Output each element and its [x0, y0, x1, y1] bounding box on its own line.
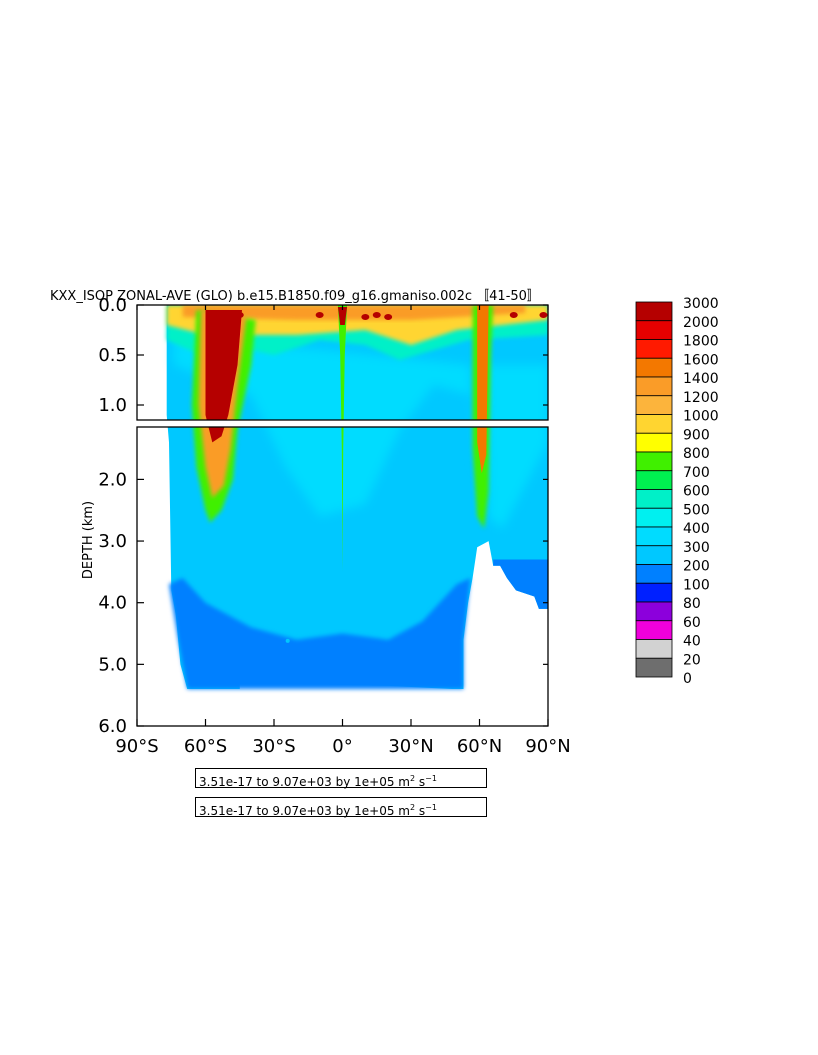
y-tick-label: 3.0 — [98, 531, 127, 552]
colorbar-swatch — [635, 526, 673, 547]
colorbar-label: 1600 — [683, 352, 719, 368]
southern-core-fill — [208, 427, 225, 443]
y-tick-label: 0.5 — [98, 345, 127, 366]
surface-fill — [182, 305, 526, 320]
x-tick-label: 90°N — [525, 736, 570, 757]
equatorial-tongue-fill — [341, 427, 344, 572]
north-core-fill — [477, 427, 487, 474]
colorbar: 3000200018001600140012001000900800700600… — [635, 296, 719, 687]
colorbar-label: 400 — [683, 521, 710, 537]
colorbar-label: 1800 — [683, 334, 719, 350]
x-tick-label: 90°S — [115, 736, 158, 757]
colorbar-label: 1000 — [683, 409, 719, 425]
colorbar-swatch — [635, 489, 673, 509]
colorbar-swatch — [635, 582, 673, 603]
colorbar-swatch — [635, 564, 673, 584]
colorbar-swatch — [635, 470, 673, 490]
y-tick-label: 6.0 — [98, 716, 127, 737]
colorbar-label: 0 — [683, 671, 692, 687]
north-core-fill — [477, 305, 489, 420]
equatorial-tongue-fill — [337, 305, 348, 420]
colorbar-label: 800 — [683, 446, 710, 462]
surface-spot — [539, 312, 548, 318]
x-tick-label: 30°N — [388, 736, 433, 757]
surface-spot — [235, 312, 244, 318]
colorbar-swatch — [635, 357, 673, 378]
colorbar-label: 3000 — [683, 296, 719, 312]
colorbar-label: 1400 — [683, 371, 719, 387]
colorbar-swatch — [635, 339, 673, 359]
north-mid-fill — [486, 365, 548, 420]
surface-spot — [509, 312, 518, 318]
southern-mid-fill — [201, 427, 233, 498]
colorbar-label: 700 — [683, 465, 710, 481]
floor-spot — [285, 638, 290, 643]
colorbar-swatch — [635, 657, 673, 678]
surface-spot — [372, 312, 381, 318]
colorbar-swatch — [635, 414, 673, 434]
x-tick-label: 30°S — [252, 736, 295, 757]
surface-spot — [384, 314, 393, 320]
deep-layer-fill — [169, 578, 471, 689]
surface-spot — [315, 312, 324, 318]
colorbar-swatch — [635, 376, 673, 397]
north-mid-fill — [487, 427, 548, 529]
y-tick-label: 2.0 — [98, 469, 127, 490]
surface-spot — [361, 314, 370, 320]
colorbar-label: 900 — [683, 427, 710, 443]
colorbar-label: 1200 — [683, 390, 719, 406]
colorbar-swatch — [635, 639, 673, 659]
colorbar-swatch — [635, 451, 673, 472]
y-tick-label: 1.0 — [98, 395, 127, 416]
upper-panel-field — [166, 305, 548, 420]
colorbar-label: 600 — [683, 484, 710, 500]
y-axis-label: DEPTH (km) — [81, 501, 96, 579]
southern-core-fill — [205, 310, 242, 420]
colorbar-label: 80 — [683, 596, 701, 612]
lower-panel-field — [167, 427, 548, 689]
colorbar-swatch — [635, 507, 673, 528]
colorbar-label: 200 — [683, 559, 710, 575]
colorbar-swatch — [635, 301, 673, 322]
y-tick-label: 4.0 — [98, 593, 127, 614]
colorbar-swatch — [635, 432, 673, 453]
colorbar-swatch — [635, 620, 673, 640]
colorbar-label: 60 — [683, 615, 701, 631]
equatorial-core-fill — [337, 307, 348, 325]
colorbar-swatch — [635, 395, 673, 415]
y-tick-label: 5.0 — [98, 654, 127, 675]
colorbar-label: 300 — [683, 540, 710, 556]
y-tick-label: 0.0 — [98, 295, 127, 316]
mid-ocean-fill — [266, 427, 475, 517]
x-tick-label: 60°N — [457, 736, 502, 757]
contour-info-box: 3.51e-17 to 9.07e+03 by 1e+05 m2 s−1 — [195, 797, 487, 818]
colorbar-label: 100 — [683, 577, 710, 593]
colorbar-label: 20 — [683, 652, 701, 668]
colorbar-swatch — [635, 545, 673, 565]
x-tick-label: 0° — [332, 736, 352, 757]
colorbar-label: 2000 — [683, 315, 719, 331]
colorbar-label: 500 — [683, 502, 710, 518]
axes: 90°S 60°S 30°S 0° 30°N 60°N 90°N 0.0 0.5 1.0 2.0 3.… — [98, 295, 570, 757]
colorbar-swatch — [635, 320, 673, 340]
colorbar-swatch — [635, 601, 673, 622]
x-tick-label: 60°S — [184, 736, 227, 757]
contour-info-text: 3.51e-17 to 9.07e+03 by 1e+05 m — [199, 804, 410, 818]
colorbar-label: 40 — [683, 634, 701, 650]
contour-info-text: 3.51e-17 to 9.07e+03 by 1e+05 m — [199, 775, 410, 789]
contour-info-box: 3.51e-17 to 9.07e+03 by 1e+05 m2 s−1 — [195, 768, 487, 789]
chart-title: KXX_ISOP ZONAL-AVE (GLO) b.e15.B1850.f09… — [50, 289, 540, 304]
north-bottom-fill — [493, 559, 548, 609]
